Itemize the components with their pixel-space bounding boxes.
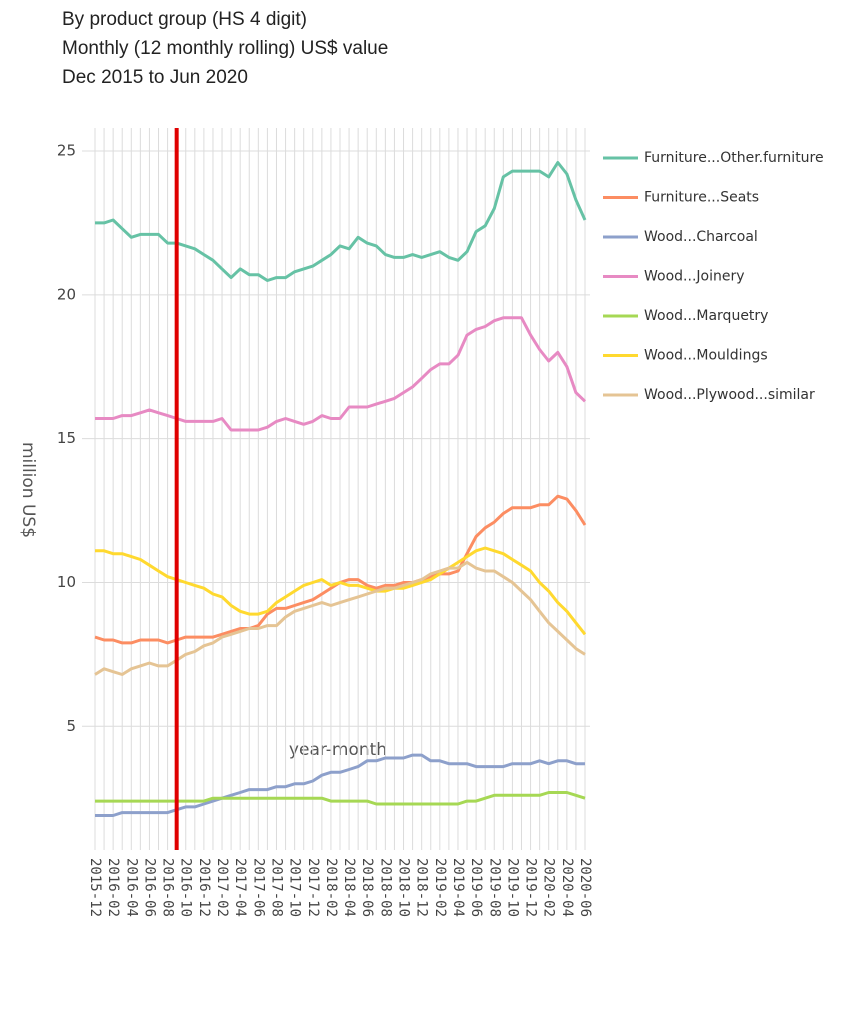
x-tick-label: 2017-06 — [250, 858, 266, 917]
x-tick-label: 2016-04 — [123, 858, 139, 917]
x-tick-label: 2018-06 — [359, 858, 375, 917]
x-tick-label: 2018-12 — [414, 858, 430, 917]
x-tick-label: 2016-02 — [105, 858, 121, 917]
x-tick-label: 2017-10 — [287, 858, 303, 917]
x-tick-label: 2018-02 — [323, 858, 339, 917]
x-tick-label: 2020-02 — [541, 858, 557, 917]
x-tick-label: 2020-04 — [559, 858, 575, 917]
x-tick-label: 2019-02 — [432, 858, 448, 917]
x-tick-label: 2017-02 — [214, 858, 230, 917]
legend-label: Wood...Mouldings — [644, 348, 768, 364]
legend-label: Wood...Joinery — [644, 269, 745, 285]
legend-label: Wood...Marquetry — [644, 308, 768, 324]
y-tick-label: 25 — [57, 142, 76, 160]
legend-label: Furniture...Other.furniture — [644, 150, 824, 166]
x-tick-label: 2017-12 — [305, 858, 321, 917]
y-axis-label: million US$ — [18, 442, 38, 538]
x-tick-label: 2019-10 — [504, 858, 520, 917]
x-tick-label: 2016-08 — [160, 858, 176, 917]
y-tick-label: 15 — [57, 429, 76, 447]
chart-subtitle: Monthly (12 monthly rolling) US$ value — [62, 38, 388, 59]
x-tick-label: 2019-06 — [468, 858, 484, 917]
x-tick-label: 2019-12 — [523, 858, 539, 917]
x-tick-label: 2020-06 — [577, 858, 593, 917]
x-tick-label: 2016-10 — [178, 858, 194, 917]
x-tick-label: 2018-10 — [396, 858, 412, 917]
y-tick-label: 20 — [57, 285, 76, 303]
x-tick-label: 2017-04 — [232, 858, 248, 917]
chart-subtitle: Dec 2015 to Jun 2020 — [62, 67, 248, 88]
y-tick-label: 5 — [66, 717, 76, 735]
x-tick-label: 2015-12 — [87, 858, 103, 917]
y-tick-label: 10 — [57, 573, 76, 591]
x-tick-label: 2019-08 — [486, 858, 502, 917]
x-tick-label: 2017-08 — [268, 858, 284, 917]
x-tick-label: 2016-12 — [196, 858, 212, 917]
x-tick-label: 2018-04 — [341, 858, 357, 917]
chart-title: By product group (HS 4 digit) — [62, 9, 307, 30]
x-axis-label: year-month — [289, 740, 387, 760]
legend-label: Wood...Plywood...similar — [644, 387, 815, 403]
x-tick-label: 2019-04 — [450, 858, 466, 917]
x-tick-label: 2016-06 — [141, 858, 157, 917]
legend-label: Furniture...Seats — [644, 190, 759, 206]
legend-label: Wood...Charcoal — [644, 229, 758, 245]
x-tick-label: 2018-08 — [377, 858, 393, 917]
